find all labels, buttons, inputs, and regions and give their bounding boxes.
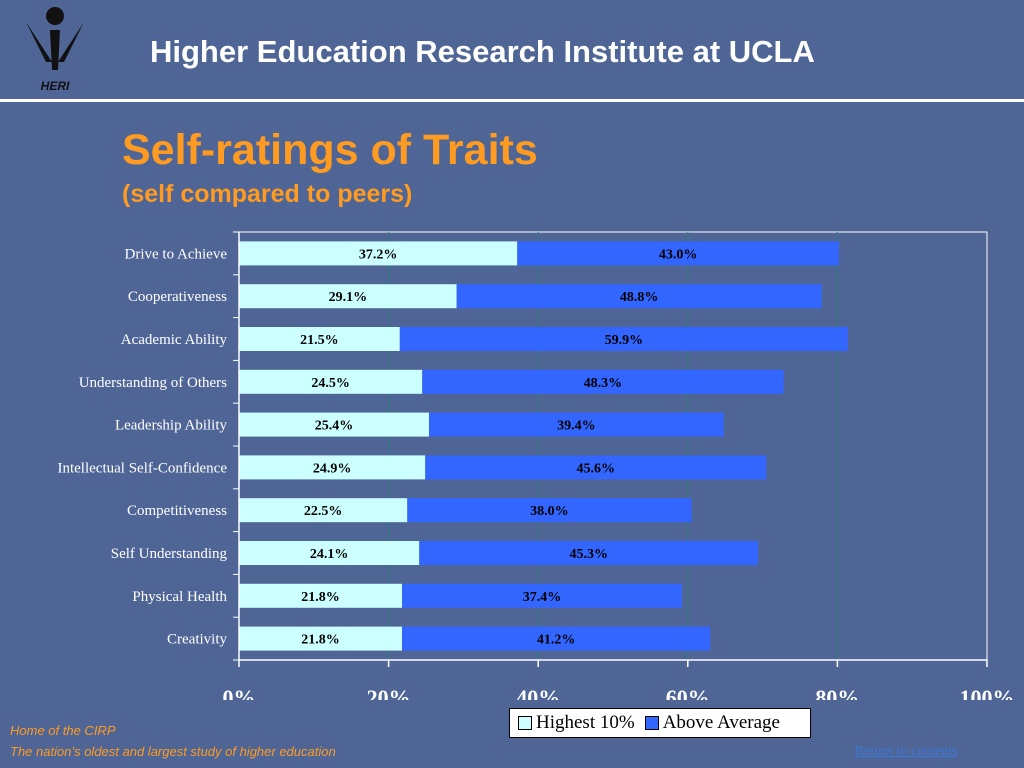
category-label: Understanding of Others: [79, 375, 227, 391]
legend-swatch-above: [644, 716, 659, 730]
category-label: Drive to Achieve: [125, 246, 228, 262]
data-label-highest-10: 24.9%: [313, 461, 352, 476]
return-to-contents-link[interactable]: Return to contents: [855, 744, 958, 759]
data-label-highest-10: 29.1%: [329, 290, 368, 305]
data-label-above-average: 38.0%: [530, 504, 569, 519]
data-label-above-average: 48.3%: [584, 376, 623, 391]
bar-above-average: [456, 284, 822, 309]
category-label: Cooperativeness: [128, 289, 227, 305]
bar-highest-10: [239, 626, 403, 651]
data-label-above-average: 41.2%: [537, 633, 576, 648]
x-tick-label: 60%: [666, 685, 710, 700]
bar-highest-10: [239, 498, 408, 523]
data-label-highest-10: 22.5%: [304, 504, 343, 519]
logo-text: HERI: [41, 79, 70, 93]
logo-head: [46, 7, 64, 25]
footer-tagline: The nation’s oldest and largest study of…: [10, 744, 336, 759]
data-label-above-average: 45.3%: [569, 547, 608, 562]
data-label-above-average: 45.6%: [577, 461, 616, 476]
bar-highest-10: [239, 241, 518, 266]
legend-label-highest: Highest 10%: [536, 712, 635, 733]
header-title: Higher Education Research Institute at U…: [150, 34, 815, 69]
bar-above-average: [402, 583, 682, 608]
bar-above-average: [422, 369, 784, 394]
x-tick-label: 40%: [516, 685, 560, 700]
data-label-above-average: 43.0%: [659, 247, 698, 262]
data-label-highest-10: 24.1%: [310, 547, 349, 562]
x-tick-label: 20%: [367, 685, 411, 700]
data-label-highest-10: 25.4%: [315, 419, 354, 434]
chart-legend: Highest 10% Above Average: [509, 708, 811, 738]
data-label-highest-10: 21.8%: [301, 590, 340, 605]
bar-highest-10: [239, 327, 400, 351]
slide-title: Self-ratings of Traits: [122, 126, 538, 174]
data-label-above-average: 39.4%: [557, 419, 596, 434]
data-label-highest-10: 21.8%: [301, 633, 340, 648]
traits-bar-chart: 37.2% 43.0% Drive to Achieve 29.1% 48.8% Coop…: [57, 231, 1015, 700]
category-label: Physical Health: [132, 589, 227, 605]
heri-logo: HERI: [26, 7, 84, 93]
bar-above-average: [407, 498, 692, 523]
legend-item-above: Above Average: [644, 712, 780, 734]
bar-highest-10: [239, 284, 457, 309]
bar-above-average: [402, 626, 711, 651]
category-label: Intellectual Self-Confidence: [57, 460, 227, 476]
bar-highest-10: [239, 541, 420, 565]
legend-label-above: Above Average: [662, 712, 780, 733]
bar-highest-10: [239, 412, 429, 437]
bar-highest-10: [239, 369, 423, 394]
category-label: Academic Ability: [121, 332, 228, 348]
bar-highest-10: [239, 455, 426, 480]
data-label-highest-10: 37.2%: [359, 247, 398, 262]
bar-above-average: [419, 541, 759, 565]
bar-above-average: [428, 412, 724, 437]
slide-subtitle: (self compared to peers): [122, 180, 413, 208]
data-label-above-average: 59.9%: [605, 333, 644, 348]
footer-home-text: Home of the CIRP: [10, 723, 116, 738]
category-label: Leadership Ability: [115, 418, 228, 434]
data-label-above-average: 37.4%: [523, 590, 562, 605]
bar-above-average: [517, 241, 839, 266]
x-tick-label: 80%: [815, 685, 859, 700]
category-label: Self Understanding: [111, 546, 228, 562]
category-label: Creativity: [167, 632, 227, 648]
bar-highest-10: [239, 583, 403, 608]
x-tick-label: 100%: [960, 685, 1015, 700]
bar-above-average: [425, 455, 767, 480]
data-label-highest-10: 21.5%: [300, 333, 339, 348]
legend-swatch-highest: [518, 716, 532, 730]
data-label-above-average: 48.8%: [620, 290, 659, 305]
data-label-highest-10: 24.5%: [311, 376, 350, 391]
legend-item-highest: Highest 10%: [518, 712, 635, 734]
bar-above-average: [399, 327, 848, 351]
header-divider: [0, 99, 1024, 102]
x-tick-label: 0%: [223, 685, 256, 700]
category-label: Competitiveness: [127, 503, 227, 519]
